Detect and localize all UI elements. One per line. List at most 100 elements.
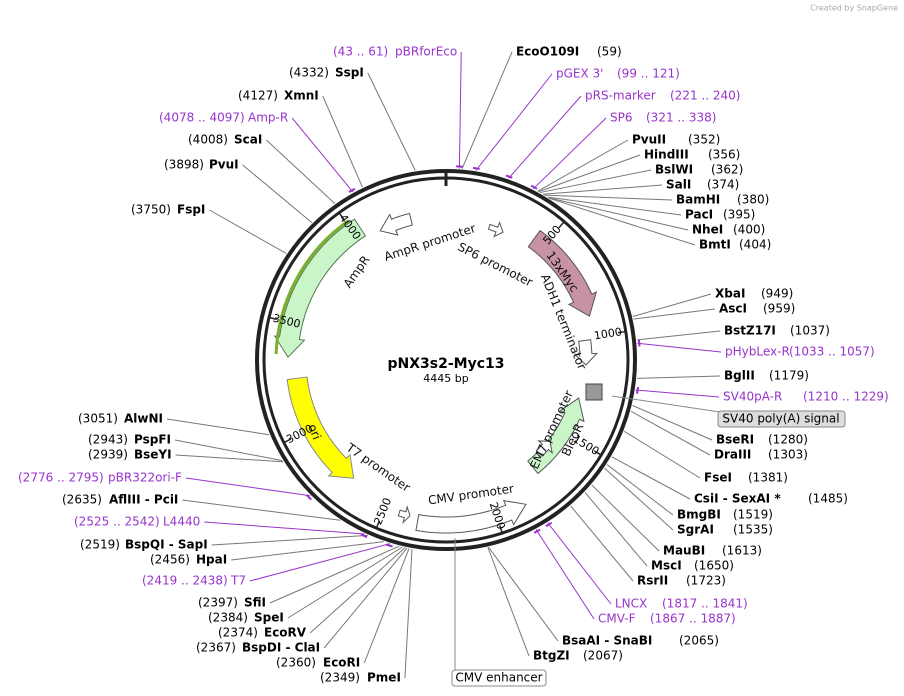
enzyme-name: HpaI bbox=[196, 553, 227, 567]
enzyme-name: PmeI bbox=[367, 671, 401, 685]
enzyme-name: BmgBI bbox=[677, 508, 721, 522]
leader-line bbox=[166, 418, 270, 436]
feature-arrow bbox=[527, 229, 598, 317]
leader-line bbox=[309, 547, 406, 634]
primer-name: pBR322ori-F bbox=[108, 471, 182, 485]
enzyme-name: SgrAI bbox=[677, 523, 714, 537]
credit: Created by SnapGene bbox=[810, 4, 898, 13]
leader-line bbox=[544, 194, 673, 201]
primer-range: (221 .. 240) bbox=[670, 89, 740, 103]
leader-line bbox=[539, 169, 652, 194]
primer-range: (2525 .. 2542) bbox=[74, 515, 160, 529]
primer-range: (1210 .. 1229) bbox=[803, 390, 889, 404]
feature-label: T7 promoter bbox=[343, 440, 413, 495]
enzyme-position: (362) bbox=[711, 163, 743, 177]
enzyme-name: PacI bbox=[685, 208, 713, 222]
enzyme-name: SspI bbox=[335, 66, 364, 80]
leader-line bbox=[637, 375, 721, 379]
leader-line bbox=[363, 548, 410, 664]
tick-label: 1000 bbox=[593, 325, 623, 342]
enzyme-position: (4127) bbox=[238, 89, 278, 103]
enzyme-name: AscI bbox=[719, 302, 747, 316]
primer-mark bbox=[305, 494, 312, 501]
feature-arrow bbox=[397, 505, 411, 524]
enzyme-name: BglII bbox=[724, 369, 755, 383]
leader-line bbox=[265, 139, 336, 204]
leader-line bbox=[606, 464, 674, 516]
leader-line bbox=[632, 293, 712, 317]
tick-mark bbox=[617, 330, 625, 334]
leader-line bbox=[630, 410, 711, 456]
enzyme-name: EcoRI bbox=[323, 656, 360, 670]
tick-mark bbox=[593, 450, 601, 456]
enzyme-position: (2397) bbox=[198, 596, 238, 610]
enzyme-position: (400) bbox=[733, 223, 765, 237]
enzyme-name: BamHI bbox=[676, 193, 720, 207]
primer-name: SV40pA-R bbox=[723, 390, 782, 404]
leader-line bbox=[532, 117, 607, 190]
leader-line bbox=[632, 405, 713, 441]
enzyme-position: (2367) bbox=[196, 641, 236, 655]
leader-line bbox=[548, 197, 689, 231]
primer-range: (1867 .. 1887) bbox=[650, 612, 736, 626]
enzyme-position: (1519) bbox=[733, 508, 773, 522]
primer-mark bbox=[637, 339, 641, 347]
enzyme-position: (3750) bbox=[131, 203, 171, 217]
enzyme-position: (949) bbox=[761, 287, 793, 301]
leader-line bbox=[547, 196, 682, 216]
enzyme-name: PvuII bbox=[632, 133, 666, 147]
primer-range: (4078 .. 4097) bbox=[159, 111, 245, 125]
feature-label: CMV enhancer bbox=[455, 671, 542, 685]
leader-line bbox=[633, 308, 716, 320]
enzyme-position: (2065) bbox=[679, 634, 719, 648]
enzyme-position: (1613) bbox=[722, 544, 762, 558]
enzyme-position: (2349) bbox=[320, 671, 360, 685]
leader-line bbox=[249, 543, 390, 582]
feature-arrow bbox=[415, 499, 527, 534]
leader-lines bbox=[166, 51, 722, 679]
tick-label: 3500 bbox=[272, 312, 302, 331]
enzyme-name: SalI bbox=[666, 178, 691, 192]
enzyme-position: (1535) bbox=[733, 523, 773, 537]
primer-name: L4440 bbox=[163, 515, 200, 529]
primer-name: SP6 bbox=[610, 111, 633, 125]
tick-mark bbox=[499, 525, 503, 533]
primer-name: pBRforEco bbox=[395, 45, 457, 59]
feature-arrow bbox=[379, 212, 413, 236]
enzyme-position: (374) bbox=[707, 178, 739, 192]
primer-range: (1817 .. 1841) bbox=[662, 597, 748, 611]
enzyme-name: DraIII bbox=[714, 448, 751, 462]
leader-line bbox=[635, 389, 720, 398]
leader-line bbox=[404, 548, 413, 679]
enzyme-position: (1280) bbox=[768, 433, 808, 447]
enzyme-position: (2519) bbox=[80, 538, 120, 552]
enzyme-name: MauBI bbox=[663, 544, 705, 558]
enzyme-name: BseYI bbox=[134, 448, 172, 462]
leader-line bbox=[636, 330, 721, 341]
leader-line bbox=[242, 164, 313, 223]
enzyme-name: FseI bbox=[704, 471, 732, 485]
leader-line bbox=[488, 546, 559, 642]
primer-mark bbox=[533, 528, 541, 534]
feature-box bbox=[451, 669, 547, 687]
feature-label: CMV promoter bbox=[427, 482, 515, 508]
primer-name: LNCX bbox=[615, 597, 647, 611]
leader-line bbox=[182, 499, 341, 521]
enzyme-position: (2384) bbox=[208, 611, 248, 625]
feature-label: SP6 promoter bbox=[456, 240, 535, 290]
leader-line bbox=[591, 484, 660, 552]
leader-line bbox=[549, 197, 696, 246]
enzyme-position: (959) bbox=[763, 302, 795, 316]
leader-line bbox=[624, 430, 701, 479]
primer-mark bbox=[636, 386, 640, 394]
leader-line bbox=[322, 95, 363, 188]
enzyme-name: PspFI bbox=[134, 433, 171, 447]
leader-line bbox=[604, 467, 674, 531]
primer-range: (2776 .. 2795) bbox=[18, 471, 104, 485]
enzyme-name: XmnI bbox=[284, 89, 319, 103]
primer-name: pHybLex-R bbox=[725, 345, 790, 359]
tick-mark bbox=[284, 438, 292, 443]
enzyme-position: (2456) bbox=[150, 553, 190, 567]
enzyme-position: (1303) bbox=[768, 448, 808, 462]
